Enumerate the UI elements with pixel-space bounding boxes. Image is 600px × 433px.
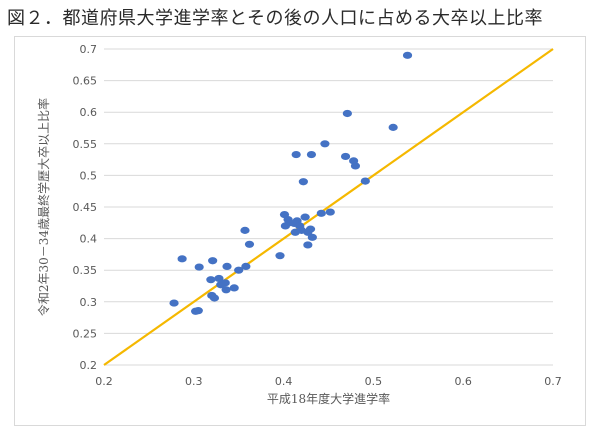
data-point (298, 178, 308, 186)
reference-line-group (103, 48, 554, 366)
data-point (214, 274, 224, 283)
x-axis-label: 平成18年度大学進学率 (267, 391, 390, 406)
data-point (350, 162, 361, 170)
x-tick-label: 0.2 (95, 375, 113, 388)
y-axis-label: 令和2年30－34歳最終学歴大卒以上比率 (36, 98, 51, 316)
data-point (325, 208, 335, 216)
reference-line (103, 48, 554, 366)
x-tick-label: 0.7 (544, 375, 562, 388)
data-point (177, 255, 187, 263)
data-point (303, 228, 313, 236)
data-point (240, 226, 250, 234)
data-point (360, 177, 370, 185)
y-tick-label: 0.2 (80, 359, 98, 372)
y-tick-label: 0.4 (80, 233, 98, 246)
data-point (320, 140, 330, 148)
data-point (306, 150, 317, 159)
data-point (388, 123, 398, 131)
data-point (316, 209, 326, 217)
data-point (280, 222, 290, 230)
grid-lines (104, 48, 553, 366)
chart-title: 図２．都道府県大学進学率とその後の人口に占める大卒以上比率 (7, 8, 543, 29)
data-point (275, 252, 285, 260)
y-tick-label: 0.35 (73, 264, 98, 277)
data-point (291, 150, 301, 159)
x-tick-label: 0.3 (185, 375, 203, 388)
data-point (244, 240, 255, 248)
data-point (241, 262, 251, 271)
y-tick-label: 0.5 (80, 169, 98, 182)
y-tick-label: 0.25 (73, 327, 98, 340)
y-tick-label: 0.7 (80, 43, 98, 56)
data-point (303, 241, 313, 249)
data-point (221, 286, 231, 294)
data-point (194, 263, 204, 271)
data-point (229, 284, 239, 292)
data-point (290, 228, 300, 236)
x-tick-label: 0.4 (275, 375, 293, 388)
data-point (208, 257, 218, 265)
y-tick-label: 0.45 (73, 201, 98, 214)
data-point (342, 109, 352, 118)
data-point (222, 262, 232, 271)
data-point (402, 51, 413, 59)
data-point (234, 266, 244, 274)
chart-frame (14, 36, 586, 426)
data-point (340, 152, 351, 161)
data-point (216, 281, 226, 289)
x-tick-label: 0.6 (454, 375, 472, 388)
y-tick-labels: 0.2 0.25 0.3 0.35 0.4 0.45 0.5 0.55 0.6 0.65 0.7 (73, 43, 98, 372)
data-point (190, 307, 201, 315)
data-point (300, 213, 310, 221)
data-point (307, 233, 317, 241)
data-points (169, 51, 413, 315)
y-tick-label: 0.6 (80, 106, 98, 119)
x-tick-labels: 0.2 0.3 0.4 0.5 0.6 0.7 (95, 375, 562, 388)
data-point (206, 276, 216, 284)
x-tick-label: 0.5 (365, 375, 383, 388)
data-point (169, 299, 179, 307)
y-tick-label: 0.3 (80, 296, 98, 309)
y-tick-label: 0.65 (73, 75, 98, 88)
data-point (209, 294, 220, 302)
y-tick-label: 0.55 (73, 138, 98, 151)
